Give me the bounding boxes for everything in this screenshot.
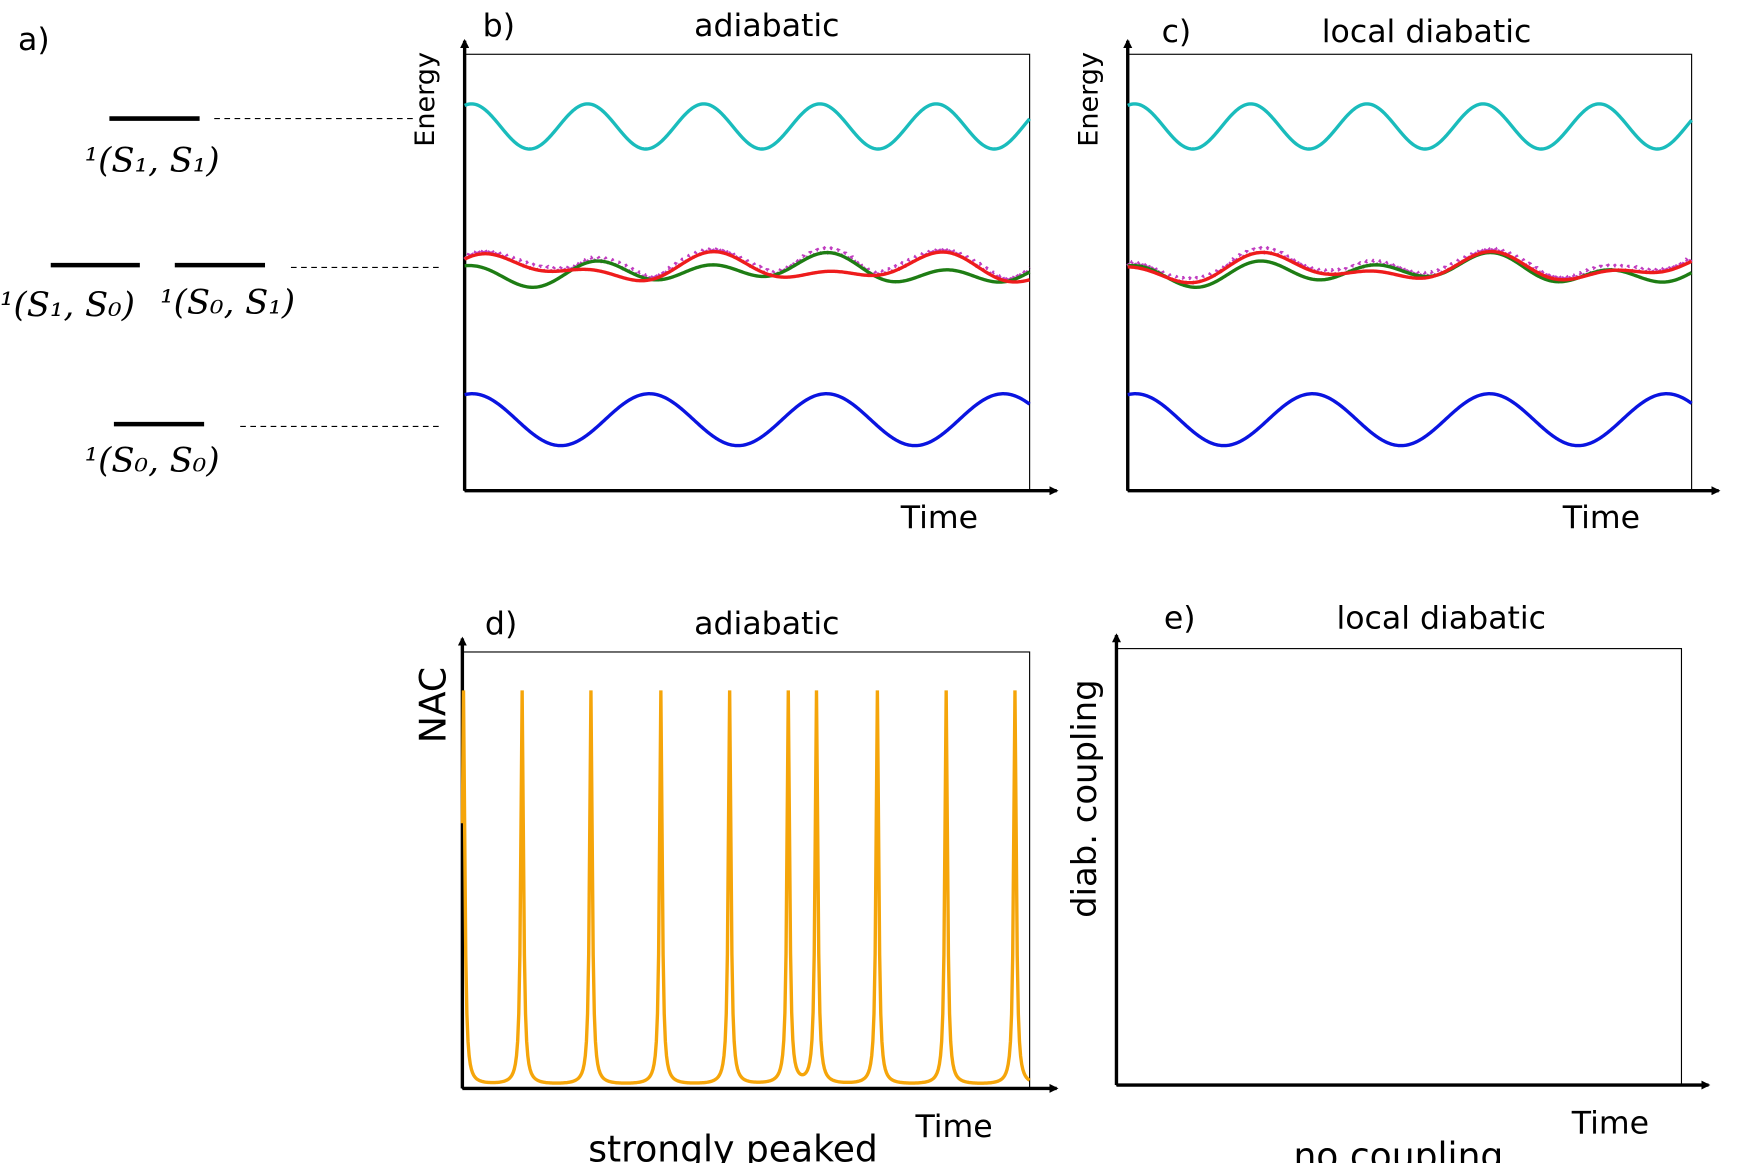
energy-curve — [464, 250, 1031, 289]
x-axis-label: Time — [914, 1109, 992, 1145]
y-axis-label: Energy — [1073, 52, 1104, 147]
frame — [1115, 648, 1683, 1086]
energy-curve — [463, 249, 1031, 284]
energy-curve — [1127, 102, 1693, 151]
y-axis-label: Energy — [410, 52, 441, 147]
panel-label: d) — [485, 606, 517, 642]
x-axis-label: Time — [900, 500, 978, 536]
state-label: ¹(S₀, S₁) — [160, 283, 295, 322]
energy-curve — [464, 392, 1031, 448]
x-axis-label: Time — [1571, 1106, 1649, 1142]
x-axis-label: Time — [1562, 500, 1640, 536]
state-label: ¹(S₁, S₀) — [0, 285, 135, 324]
caption: no coupling — [1293, 1135, 1503, 1163]
panel-title: adiabatic — [694, 8, 839, 44]
panel-label: c) — [1162, 14, 1192, 50]
state-label: ¹(S₁, S₁) — [85, 141, 220, 180]
panel-title: local diabatic — [1336, 600, 1546, 636]
y-axis-label: NAC — [412, 667, 454, 743]
energy-curve — [463, 102, 1031, 151]
y-axis-label: diab. coupling — [1065, 679, 1104, 918]
state-label: ¹(S₀, S₀) — [85, 441, 220, 480]
energy-curve — [1127, 392, 1693, 448]
panel-label: b) — [483, 8, 515, 44]
caption: strongly peaked — [588, 1129, 878, 1163]
nac-curve — [460, 690, 1031, 1085]
panel-title: local diabatic — [1322, 14, 1532, 50]
panel-label: e) — [1164, 600, 1196, 636]
energy-curve — [463, 245, 1032, 283]
panel-title: adiabatic — [694, 606, 839, 642]
panel-label: a) — [18, 22, 50, 58]
energy-curve — [1127, 249, 1693, 285]
